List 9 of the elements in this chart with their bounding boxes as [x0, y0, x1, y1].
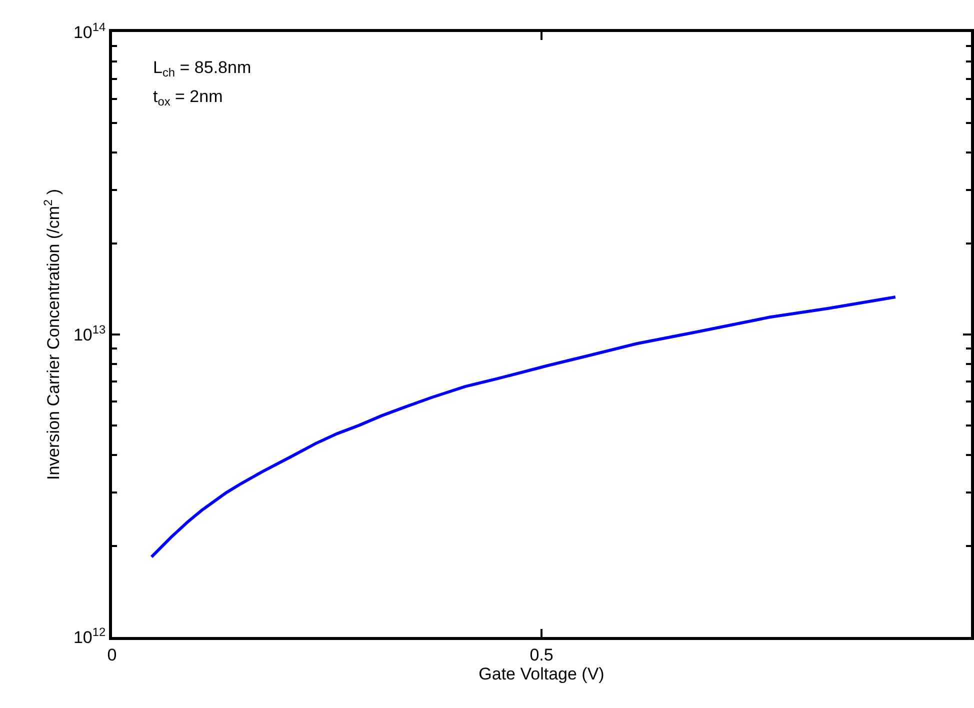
y-tick-label: 10$^{12}$: [73, 624, 106, 647]
annotation: t$_{ox}$ = 2nm: [153, 87, 223, 109]
y-tick-label: 10$^{13}$: [73, 322, 106, 344]
x-axis-title: Gate Voltage (V): [478, 664, 604, 684]
line-series: [150, 296, 897, 558]
x-tick-label: 0.5: [530, 645, 554, 664]
y-tick-label: 10$^{14}$: [73, 20, 106, 42]
x-tick-label: 0: [107, 645, 117, 664]
annotation: L$_{ch}$ = 85.8nm: [153, 58, 252, 80]
